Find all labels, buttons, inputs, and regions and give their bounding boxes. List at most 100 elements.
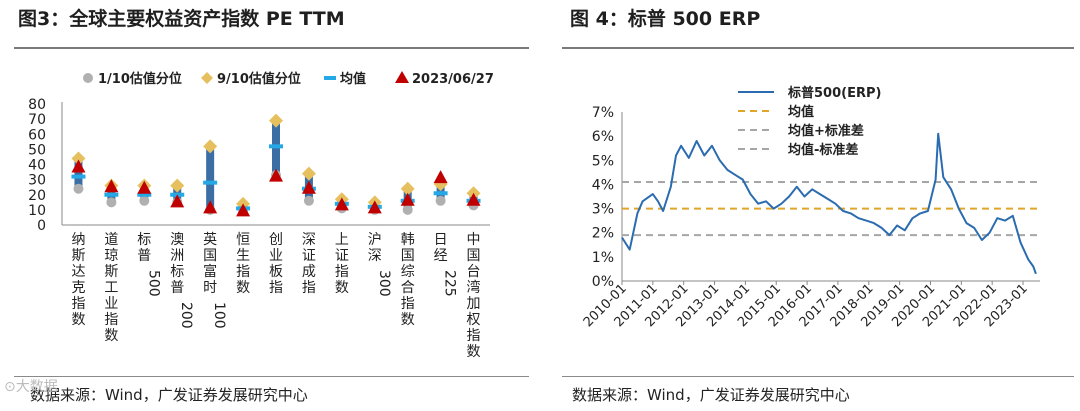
x-tick-label-char: 权 — [467, 312, 481, 328]
y-tick-label: 70 — [28, 112, 46, 128]
figure-3-panel: 图3：全球主要权益资产指数 PE TTM 1/10估值分位 9/10估值分位 均值 2… — [0, 0, 535, 411]
pe-ttm-chart: 1/10估值分位 9/10估值分位 均值 2023/06/27 010203040506… — [28, 71, 494, 360]
title-rule — [14, 47, 529, 49]
x-tick-label-char: 台 — [467, 264, 481, 280]
p90-point — [203, 139, 218, 154]
x-tick-label-char: 普 — [170, 280, 184, 296]
x-tick-label-digits: 200 — [178, 302, 194, 329]
x-tick-label-char: 板 — [269, 264, 283, 280]
current-point — [400, 192, 415, 206]
figure-4-panel: 图 4：标普 500 ERP 0% 1% 2% 3% 4% 5% 6% 7% 2010-01 20… — [548, 0, 1080, 411]
x-tick-label-char: 成 — [302, 264, 316, 280]
x-tick-label-char: 数 — [236, 280, 250, 296]
erp-chart: 0%1%2%3%4%5%6%7%2010-012011-012012-01201… — [581, 85, 1040, 330]
legend-marker-p90 — [201, 72, 213, 84]
footer-rule — [562, 376, 1074, 377]
current-point — [71, 159, 86, 173]
x-tick-label-char: 加 — [467, 296, 481, 312]
x-tick-label-char: 富 — [203, 263, 217, 280]
y-tick-label: 80 — [28, 97, 46, 113]
y-tick-label: 50 — [28, 142, 46, 158]
x-tick-label-char: 斯 — [104, 264, 118, 280]
x-tick-label-char: 指 — [71, 296, 85, 312]
y-tick-label: 6% — [592, 129, 614, 145]
x-tick-label-char: 合 — [401, 280, 415, 296]
x-tick-label-char: 国 — [467, 248, 481, 264]
y-tick-label: 20 — [28, 188, 46, 204]
x-tick-label-char: 英 — [203, 231, 217, 248]
x-tick-label-char: 经 — [434, 248, 448, 264]
x-tick-label-char: 韩 — [401, 232, 415, 248]
x-tick-label-char: 工 — [104, 280, 118, 296]
watermark-logo: ⊙大数据 — [4, 379, 58, 395]
p10-point — [73, 183, 84, 194]
x-tick-label-char: 数 — [71, 312, 85, 328]
x-tick-label-digits: 100 — [211, 302, 227, 329]
x-tick-label-char: 达 — [71, 264, 85, 280]
x-tick-label-char: 深 — [368, 248, 382, 264]
y-tick-label: 3% — [592, 202, 614, 218]
x-tick-label-char: 证 — [335, 248, 349, 264]
current-point — [236, 203, 251, 217]
figure-4-source: 数据来源：Wind，广发证券发展研究中心 — [572, 386, 850, 404]
x-tick-label-char: 中 — [467, 232, 481, 248]
title-rule — [562, 47, 1074, 49]
x-tick-label-char: 业 — [104, 296, 118, 312]
figure-3-title: 图3：全球主要权益资产指数 PE TTM — [18, 8, 345, 30]
x-tick-label-char: 上 — [335, 232, 349, 248]
x-tick-label-char: 深 — [302, 232, 316, 248]
figure-4-title: 图 4：标普 500 ERP — [570, 8, 761, 30]
y-tick-label: 10 — [28, 203, 46, 219]
current-point — [301, 180, 316, 194]
x-tick-label-char: 指 — [302, 280, 316, 296]
x-tick-label-digits: 225 — [442, 270, 458, 297]
p90-point — [400, 181, 415, 196]
footer-rule — [14, 376, 529, 377]
y-tick-label: 1% — [592, 250, 614, 266]
x-tick-label-char: 创 — [269, 232, 283, 248]
p10-point — [106, 197, 117, 208]
y-tick-label: 4% — [592, 177, 614, 193]
mean-marker — [433, 191, 448, 196]
current-point — [433, 170, 448, 184]
x-tick-label-char: 标 — [137, 232, 151, 248]
p90-point — [301, 166, 316, 181]
x-tick-label-char: 克 — [71, 280, 85, 296]
current-point — [334, 197, 349, 211]
x-tick-label-char: 恒 — [236, 232, 250, 248]
erp-series-line — [621, 132, 1037, 275]
x-tick-label-digits: 500 — [145, 270, 161, 297]
y-tick-label: 30 — [28, 173, 46, 189]
legend-label: 9/10估值分位 — [217, 71, 301, 87]
x-tick-label-char: 沪 — [368, 232, 382, 248]
x-tick-label-char: 洲 — [170, 248, 184, 264]
legend-label: 均值-标准差 — [788, 142, 858, 158]
mean-marker — [104, 192, 119, 197]
x-tick-label-char: 斯 — [71, 248, 85, 264]
legend-label: 2023/06/27 — [412, 72, 494, 87]
x-tick-label-char: 澳 — [170, 232, 184, 248]
y-tick-label: 40 — [28, 158, 46, 174]
y-tick-label: 5% — [592, 153, 614, 169]
x-tick-label-char: 标 — [170, 264, 184, 280]
current-point — [170, 194, 185, 208]
x-tick-label-char: 时 — [203, 280, 217, 296]
p90-point — [71, 151, 86, 166]
x-tick-label-char: 指 — [104, 312, 118, 328]
x-tick-label-char: 数 — [104, 328, 118, 344]
mean-marker — [137, 192, 152, 197]
current-point — [137, 180, 152, 194]
current-point — [466, 192, 481, 206]
legend-marker-mean — [324, 76, 336, 80]
x-tick-label-char: 湾 — [467, 279, 481, 296]
p90-point — [170, 178, 185, 193]
current-point — [269, 168, 283, 182]
legend-marker-p10 — [83, 73, 93, 83]
x-tick-label-char: 证 — [302, 248, 316, 264]
p10-point — [303, 195, 314, 206]
x-tick-label-char: 数 — [335, 280, 349, 296]
y-tick-label: 0% — [592, 274, 614, 290]
y-tick-label: 60 — [28, 127, 46, 143]
x-tick-label-char: 数 — [401, 312, 415, 328]
x-tick-label-char: 指 — [269, 280, 283, 296]
